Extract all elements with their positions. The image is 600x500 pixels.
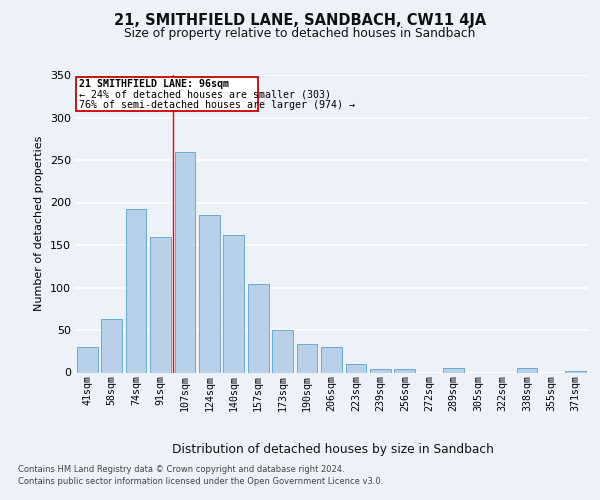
Y-axis label: Number of detached properties: Number of detached properties <box>34 136 44 312</box>
Bar <box>517 368 538 372</box>
Text: Contains public sector information licensed under the Open Government Licence v3: Contains public sector information licen… <box>18 478 383 486</box>
Bar <box>443 368 464 372</box>
Bar <box>199 215 220 372</box>
Text: 21, SMITHFIELD LANE, SANDBACH, CW11 4JA: 21, SMITHFIELD LANE, SANDBACH, CW11 4JA <box>114 12 486 28</box>
Bar <box>223 235 244 372</box>
Bar <box>272 330 293 372</box>
Bar <box>565 371 586 372</box>
Text: Contains HM Land Registry data © Crown copyright and database right 2024.: Contains HM Land Registry data © Crown c… <box>18 465 344 474</box>
Bar <box>248 284 269 372</box>
Text: ← 24% of detached houses are smaller (303): ← 24% of detached houses are smaller (30… <box>79 90 331 100</box>
Text: Size of property relative to detached houses in Sandbach: Size of property relative to detached ho… <box>124 26 476 40</box>
FancyBboxPatch shape <box>76 76 258 110</box>
Text: 76% of semi-detached houses are larger (974) →: 76% of semi-detached houses are larger (… <box>79 100 355 110</box>
Bar <box>321 347 342 372</box>
Bar <box>101 319 122 372</box>
Bar <box>77 347 98 372</box>
Bar <box>175 152 196 372</box>
Text: Distribution of detached houses by size in Sandbach: Distribution of detached houses by size … <box>172 442 494 456</box>
Text: 21 SMITHFIELD LANE: 96sqm: 21 SMITHFIELD LANE: 96sqm <box>79 79 229 89</box>
Bar <box>296 344 317 372</box>
Bar <box>125 210 146 372</box>
Bar <box>346 364 367 372</box>
Bar <box>370 369 391 372</box>
Bar <box>394 369 415 372</box>
Bar <box>150 236 171 372</box>
